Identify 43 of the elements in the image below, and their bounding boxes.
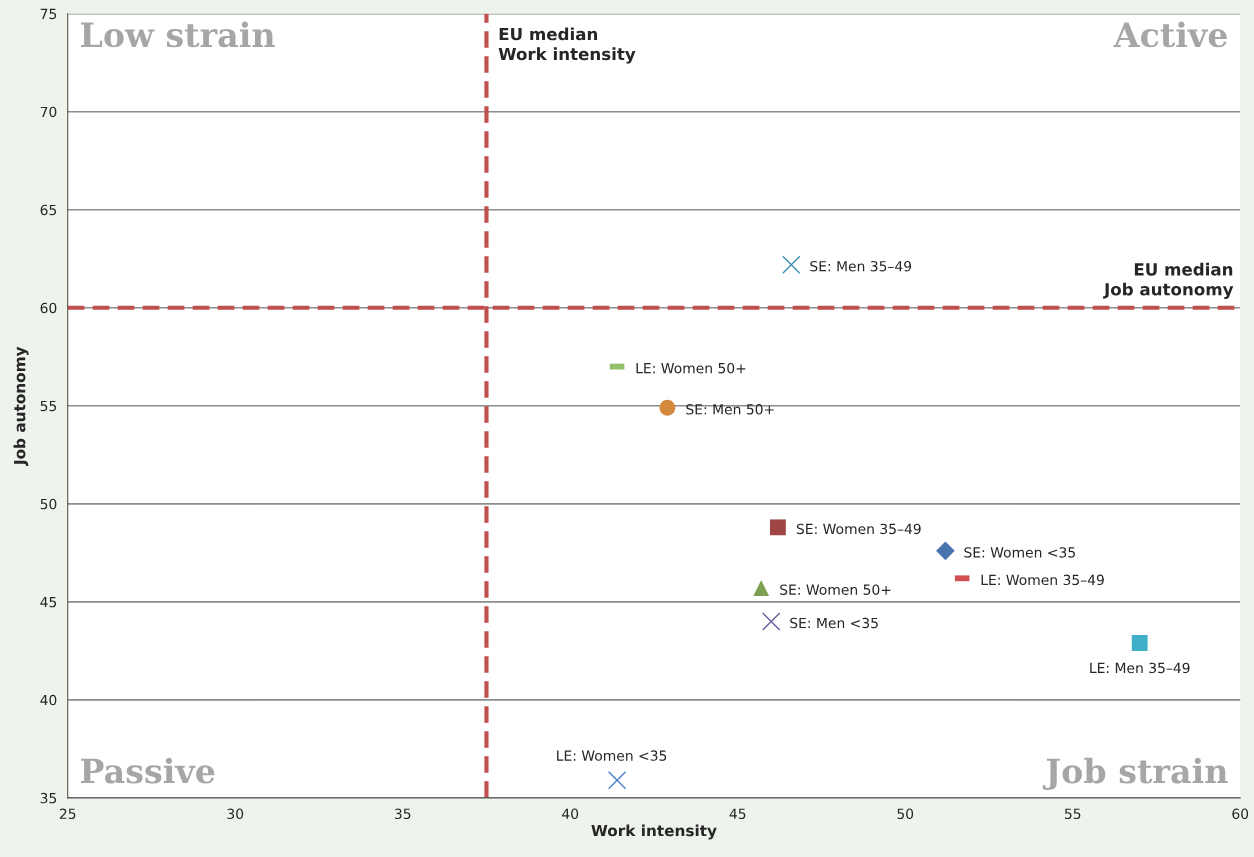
x-tick-label: 45 [729, 808, 746, 820]
series-label: LE: Women 35–49 [981, 574, 1104, 586]
point [936, 541, 955, 561]
y-tick-label: 35 [40, 792, 57, 804]
y-tick-label: 40 [40, 694, 57, 706]
annotation: Active [1113, 21, 1227, 48]
x-tick-label: 30 [227, 808, 244, 820]
point [782, 255, 801, 274]
point [1131, 635, 1148, 651]
x-tick-label: 55 [1064, 808, 1081, 820]
series-label: SE: Men 50+ [686, 404, 774, 415]
series-label: LE: Women 50+ [636, 362, 746, 374]
x-tick-label: 40 [562, 808, 579, 820]
x-tick-label: 60 [1232, 808, 1249, 820]
point [659, 399, 676, 416]
y-tick-label: 50 [40, 498, 57, 510]
y-axis-title: Job autonomy [13, 346, 29, 466]
ref-line-label: EU median Work intensity [498, 27, 636, 64]
x-tick-label: 50 [897, 808, 914, 820]
series-label: LE: Women <35 [557, 750, 667, 761]
annotation: Job strain [1042, 757, 1228, 791]
y-tick-label: 45 [40, 596, 57, 608]
y-tick-label: 60 [40, 302, 57, 314]
y-tick-label: 55 [40, 400, 57, 412]
series-label: SE: Women 35–49 [796, 523, 921, 535]
x-tick-label: 35 [394, 808, 411, 820]
x-axis-title: Work intensity [591, 824, 717, 840]
point [607, 771, 627, 790]
x-tick-label: 25 [59, 808, 76, 820]
series-label: LE: Men 35–49 [1090, 662, 1190, 674]
series-label: SE: Men 35–49 [810, 260, 912, 272]
y-tick-label: 75 [40, 8, 57, 20]
point [753, 580, 770, 597]
series-label: SE: Men <35 [790, 617, 878, 629]
y-tick-label: 65 [40, 204, 57, 216]
point [769, 519, 786, 536]
series-label: SE: Women 50+ [780, 584, 891, 595]
y-tick-label: 70 [40, 106, 57, 118]
series-label: SE: Women <35 [964, 547, 1075, 558]
point [762, 612, 781, 631]
annotation: Low strain [81, 21, 275, 48]
annotation: Passive [81, 757, 215, 784]
ref-line-label: EU median Job autonomy [1103, 262, 1234, 299]
